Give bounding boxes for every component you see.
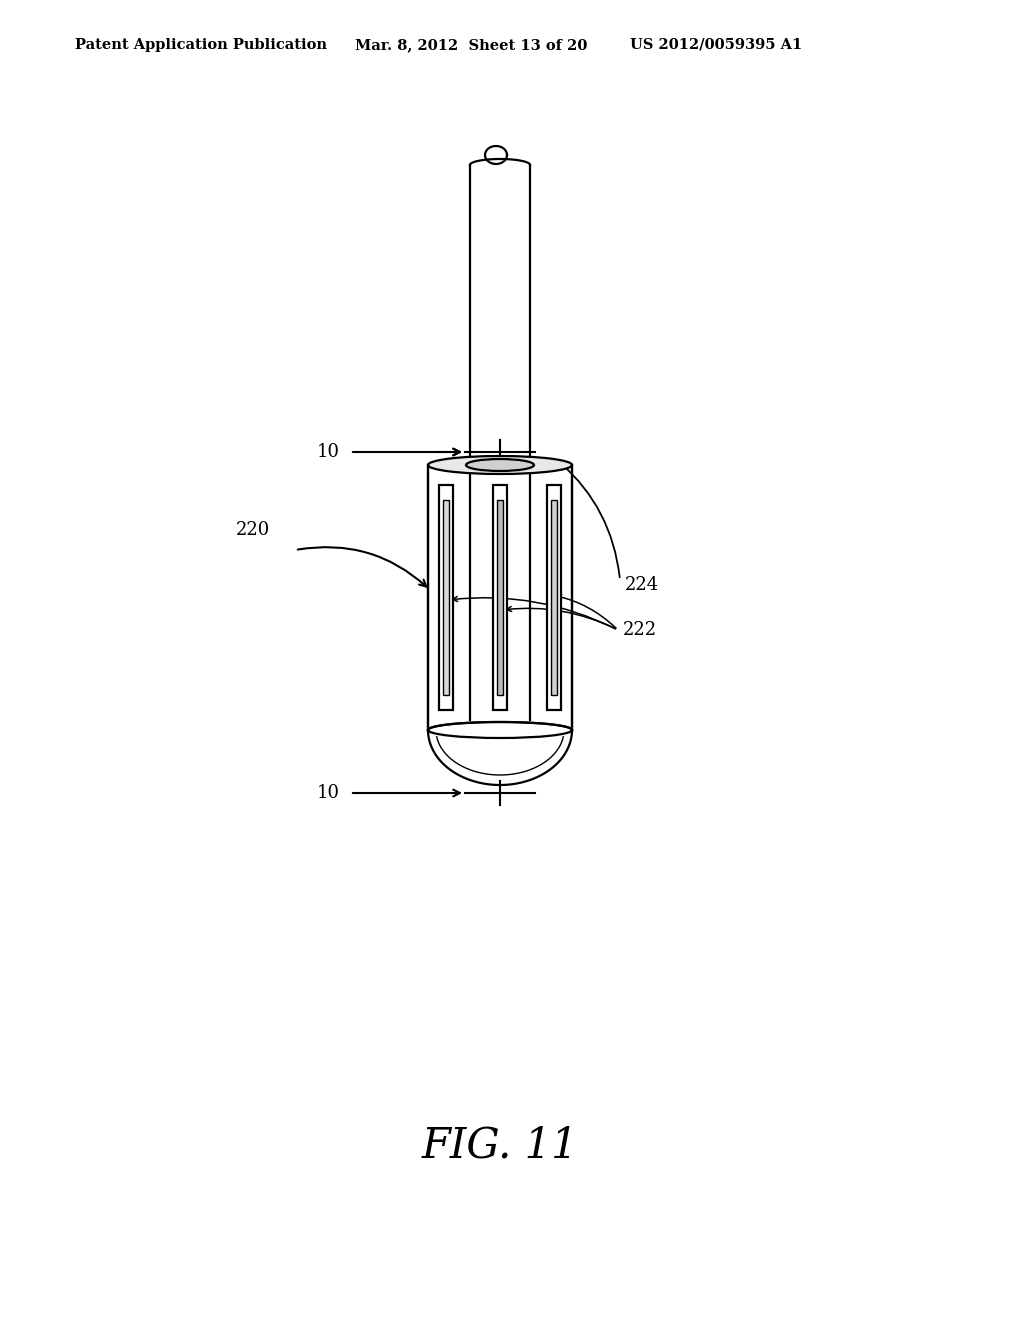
Text: 220: 220 (236, 521, 270, 539)
Text: 10: 10 (317, 784, 340, 803)
Bar (551, 500, 557, 696)
Bar (439, 484, 453, 710)
Bar (493, 484, 507, 710)
Ellipse shape (428, 722, 572, 738)
Text: 222: 222 (623, 620, 657, 639)
Text: FIG. 11: FIG. 11 (422, 1125, 579, 1166)
Bar (497, 500, 503, 696)
Ellipse shape (428, 455, 572, 474)
Text: Mar. 8, 2012  Sheet 13 of 20: Mar. 8, 2012 Sheet 13 of 20 (355, 38, 588, 51)
Text: Patent Application Publication: Patent Application Publication (75, 38, 327, 51)
Ellipse shape (466, 459, 534, 471)
Bar (443, 500, 449, 696)
Text: US 2012/0059395 A1: US 2012/0059395 A1 (630, 38, 802, 51)
Text: 224: 224 (625, 576, 659, 594)
Bar (547, 484, 561, 710)
Text: 10: 10 (317, 444, 340, 461)
